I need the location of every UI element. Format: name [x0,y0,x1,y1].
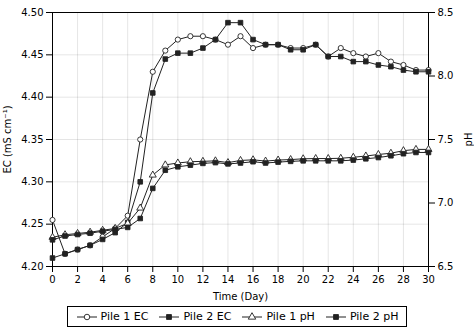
svg-text:7.0: 7.0 [438,197,454,208]
svg-text:6: 6 [125,274,131,285]
svg-text:4.45: 4.45 [21,49,43,60]
svg-text:4.40: 4.40 [21,91,43,102]
svg-text:4.20: 4.20 [21,261,43,272]
svg-text:6.5: 6.5 [438,261,454,272]
svg-text:30: 30 [422,274,435,285]
svg-text:7.5: 7.5 [438,134,454,145]
svg-text:8.0: 8.0 [438,70,454,81]
svg-text:14: 14 [222,274,235,285]
svg-text:2: 2 [74,274,80,285]
svg-text:8: 8 [150,274,156,285]
svg-text:4.35: 4.35 [21,134,43,145]
svg-text:8.5: 8.5 [438,7,454,18]
svg-text:28: 28 [397,274,410,285]
svg-text:Time (Day): Time (Day) [212,291,268,302]
html-text:Pile 2 EC: Pile 2 EC [183,310,232,323]
svg-text:4.25: 4.25 [21,218,43,229]
svg-text:4.30: 4.30 [21,176,43,187]
svg-text:18: 18 [272,274,285,285]
svg-text:EC (mS cm⁻¹): EC (mS cm⁻¹) [2,105,13,173]
svg-text:16: 16 [247,274,260,285]
svg-text:4: 4 [99,274,105,285]
html-text:Pile 1 pH: Pile 1 pH [266,310,315,323]
svg-text:0: 0 [49,274,55,285]
svg-text:12: 12 [197,274,210,285]
html-text:Pile 2 pH: Pile 2 pH [349,310,399,323]
svg-text:4.50: 4.50 [21,7,43,18]
svg-text:pH: pH [463,133,474,147]
svg-text:10: 10 [171,274,184,285]
svg-text:24: 24 [347,274,360,285]
html-text:Pile 1 EC: Pile 1 EC [100,310,149,323]
svg-text:20: 20 [297,274,310,285]
svg-text:22: 22 [322,274,335,285]
svg-text:26: 26 [372,274,385,285]
